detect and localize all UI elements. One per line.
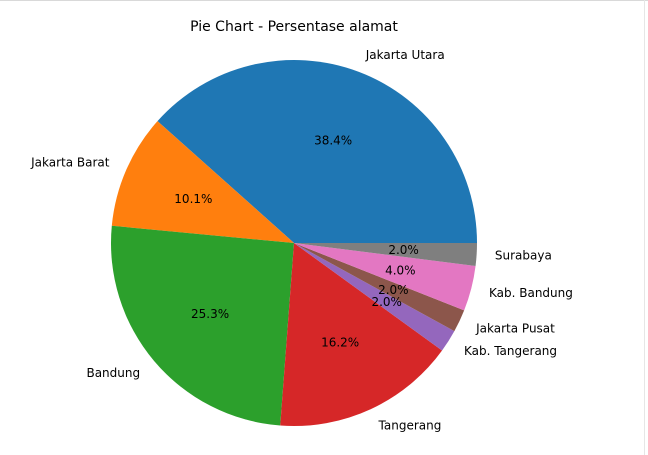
pie-percent-bandung: 25.3% — [191, 307, 229, 321]
pie-slice-jakarta-utara — [157, 59, 478, 243]
pie-slice-surabaya — [294, 243, 477, 266]
pie-percent-jakarta-barat: 10.1% — [174, 192, 212, 206]
pie-label-jakarta-barat: Jakarta Barat — [30, 155, 110, 169]
pie-category-labels: Jakarta Utara Jakarta Barat Bandung Tangera… — [30, 48, 573, 433]
pie-label-tangerang: Tangerang — [378, 419, 442, 433]
pie-slice-jakarta-barat — [111, 121, 294, 243]
pie-percent-kab-bandung: 4.0% — [385, 263, 416, 277]
pie-percent-jakarta-pusat: 2.0% — [378, 283, 409, 297]
pie-slices — [110, 59, 478, 426]
pie-slice-jakarta-pusat — [294, 243, 465, 332]
pie-percent-kab-tangerang: 2.0% — [371, 295, 402, 309]
pie-percent-jakarta-utara: 38.4% — [314, 133, 352, 147]
frame-right-border — [644, 0, 648, 455]
pie-slice-kab-bandung — [294, 243, 476, 311]
pie-percent-labels: 38.4%10.1%25.3%16.2%2.0%2.0%4.0%2.0% — [174, 133, 419, 349]
pie-label-bandung: Bandung — [86, 366, 140, 380]
pie-percent-tangerang: 16.2% — [321, 336, 359, 350]
pie-label-surabaya: Surabaya — [495, 249, 552, 263]
pie-label-jakarta-utara: Jakarta Utara — [365, 48, 445, 62]
pie-label-kab-tangerang: Kab. Tangerang — [464, 344, 557, 358]
pie-slice-kab-tangerang — [294, 243, 455, 351]
pie-label-kab-bandung: Kab. Bandung — [489, 286, 573, 300]
pie-slice-tangerang — [280, 243, 443, 426]
chart-title: Pie Chart - Persentase alamat — [190, 19, 398, 35]
pie-slice-bandung — [110, 225, 294, 426]
pie-percent-surabaya: 2.0% — [388, 243, 419, 257]
frame-top-border — [0, 0, 648, 4]
pie-label-jakarta-pusat: Jakarta Pusat — [475, 322, 555, 336]
